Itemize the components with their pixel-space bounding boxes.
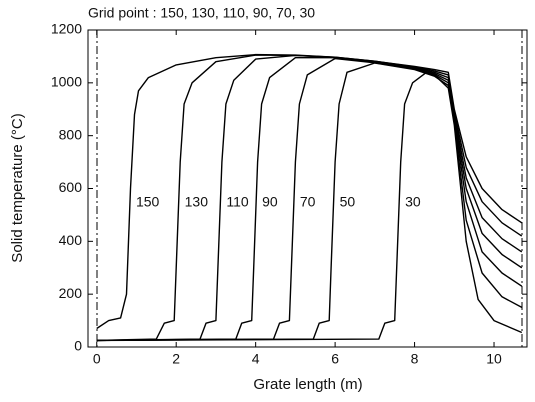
y-tick-label: 800 bbox=[59, 126, 83, 142]
y-tick-label: 400 bbox=[59, 232, 83, 248]
series-label: 130 bbox=[185, 193, 209, 209]
x-axis-label: Grate length (m) bbox=[253, 376, 362, 393]
y-tick-label: 600 bbox=[59, 179, 83, 195]
series-label: 90 bbox=[262, 193, 278, 209]
data-line bbox=[96, 53, 523, 330]
series-label: 110 bbox=[226, 193, 249, 209]
data-line bbox=[96, 62, 523, 342]
x-tick-label: 10 bbox=[486, 351, 502, 367]
data-line bbox=[96, 57, 523, 342]
y-tick-label: 0 bbox=[74, 338, 82, 354]
x-tick-label: 0 bbox=[93, 351, 101, 367]
data-line bbox=[96, 57, 523, 342]
series-label: 150 bbox=[136, 193, 160, 209]
data-line bbox=[96, 54, 523, 342]
series-label: 70 bbox=[300, 193, 316, 209]
x-tick-label: 8 bbox=[411, 351, 419, 367]
chart-title: Grid point : 150, 130, 110, 90, 70, 30 bbox=[88, 5, 315, 21]
x-tick-label: 6 bbox=[331, 351, 339, 367]
y-axis-label: Solid temperature (°C) bbox=[9, 113, 26, 262]
x-tick-label: 4 bbox=[252, 351, 260, 367]
data-line bbox=[96, 71, 523, 342]
series-label: 50 bbox=[340, 193, 356, 209]
y-tick-label: 1000 bbox=[51, 74, 82, 90]
x-tick-label: 2 bbox=[172, 351, 180, 367]
y-tick-label: 1200 bbox=[51, 21, 82, 37]
y-tick-label: 200 bbox=[59, 285, 83, 301]
series-label: 30 bbox=[405, 193, 421, 209]
